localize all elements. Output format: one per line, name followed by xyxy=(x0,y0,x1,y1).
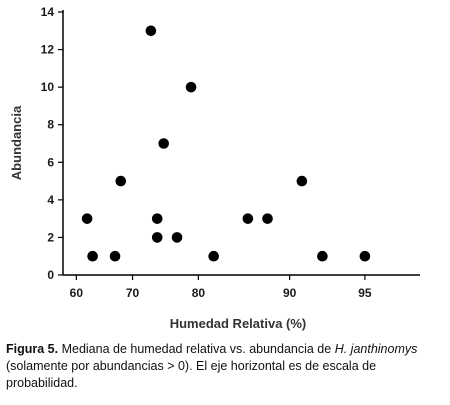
y-tick-label: 6 xyxy=(47,155,54,169)
data-point xyxy=(109,250,121,262)
axes xyxy=(58,10,420,280)
caption-species: H. janthinomys xyxy=(334,342,418,356)
caption-text-after: (solamente por abundancias > 0). El eje … xyxy=(6,359,377,390)
data-point xyxy=(359,250,371,262)
x-tick-label: 90 xyxy=(283,286,297,300)
x-tick-label: 95 xyxy=(358,286,372,300)
data-point xyxy=(115,175,127,187)
data-point xyxy=(151,213,163,224)
y-tick-label: 8 xyxy=(47,118,54,132)
scatter-chart: 0 2 4 6 8 10 12 14 60 70 80 90 95 Humedad Relativa (… xyxy=(9,5,420,331)
y-tick-label: 2 xyxy=(47,230,54,244)
x-axis-title: Humedad Relativa (%) xyxy=(170,316,307,331)
y-tick-label: 10 xyxy=(41,80,55,94)
y-axis-title: Abundancia xyxy=(9,105,24,180)
data-point xyxy=(317,250,328,262)
caption-label: Figura 5. xyxy=(6,342,59,356)
caption-text-before: Mediana de humedad relativa vs. abundanc… xyxy=(61,342,335,356)
y-tick-label: 14 xyxy=(41,5,55,19)
y-tick-label: 12 xyxy=(41,43,55,57)
x-tick-label: 70 xyxy=(126,286,140,300)
data-point xyxy=(296,175,308,187)
data-point xyxy=(81,213,93,224)
y-tick-label: 4 xyxy=(47,193,54,207)
y-tick-label: 0 xyxy=(47,268,54,282)
data-points xyxy=(81,25,371,262)
x-tick-label: 60 xyxy=(70,286,84,300)
data-point xyxy=(208,250,219,262)
data-point xyxy=(171,232,183,243)
data-point xyxy=(151,232,163,243)
data-point xyxy=(262,213,273,224)
tick-labels: 0 2 4 6 8 10 12 14 60 70 80 90 95 xyxy=(41,5,372,300)
x-tick-label: 80 xyxy=(192,286,206,300)
figure-caption: Figura 5. Mediana de humedad relativa vs… xyxy=(6,341,444,392)
data-point xyxy=(145,25,157,37)
data-point xyxy=(185,81,197,93)
data-point xyxy=(87,250,98,262)
data-point xyxy=(158,138,169,149)
data-point xyxy=(242,213,254,224)
